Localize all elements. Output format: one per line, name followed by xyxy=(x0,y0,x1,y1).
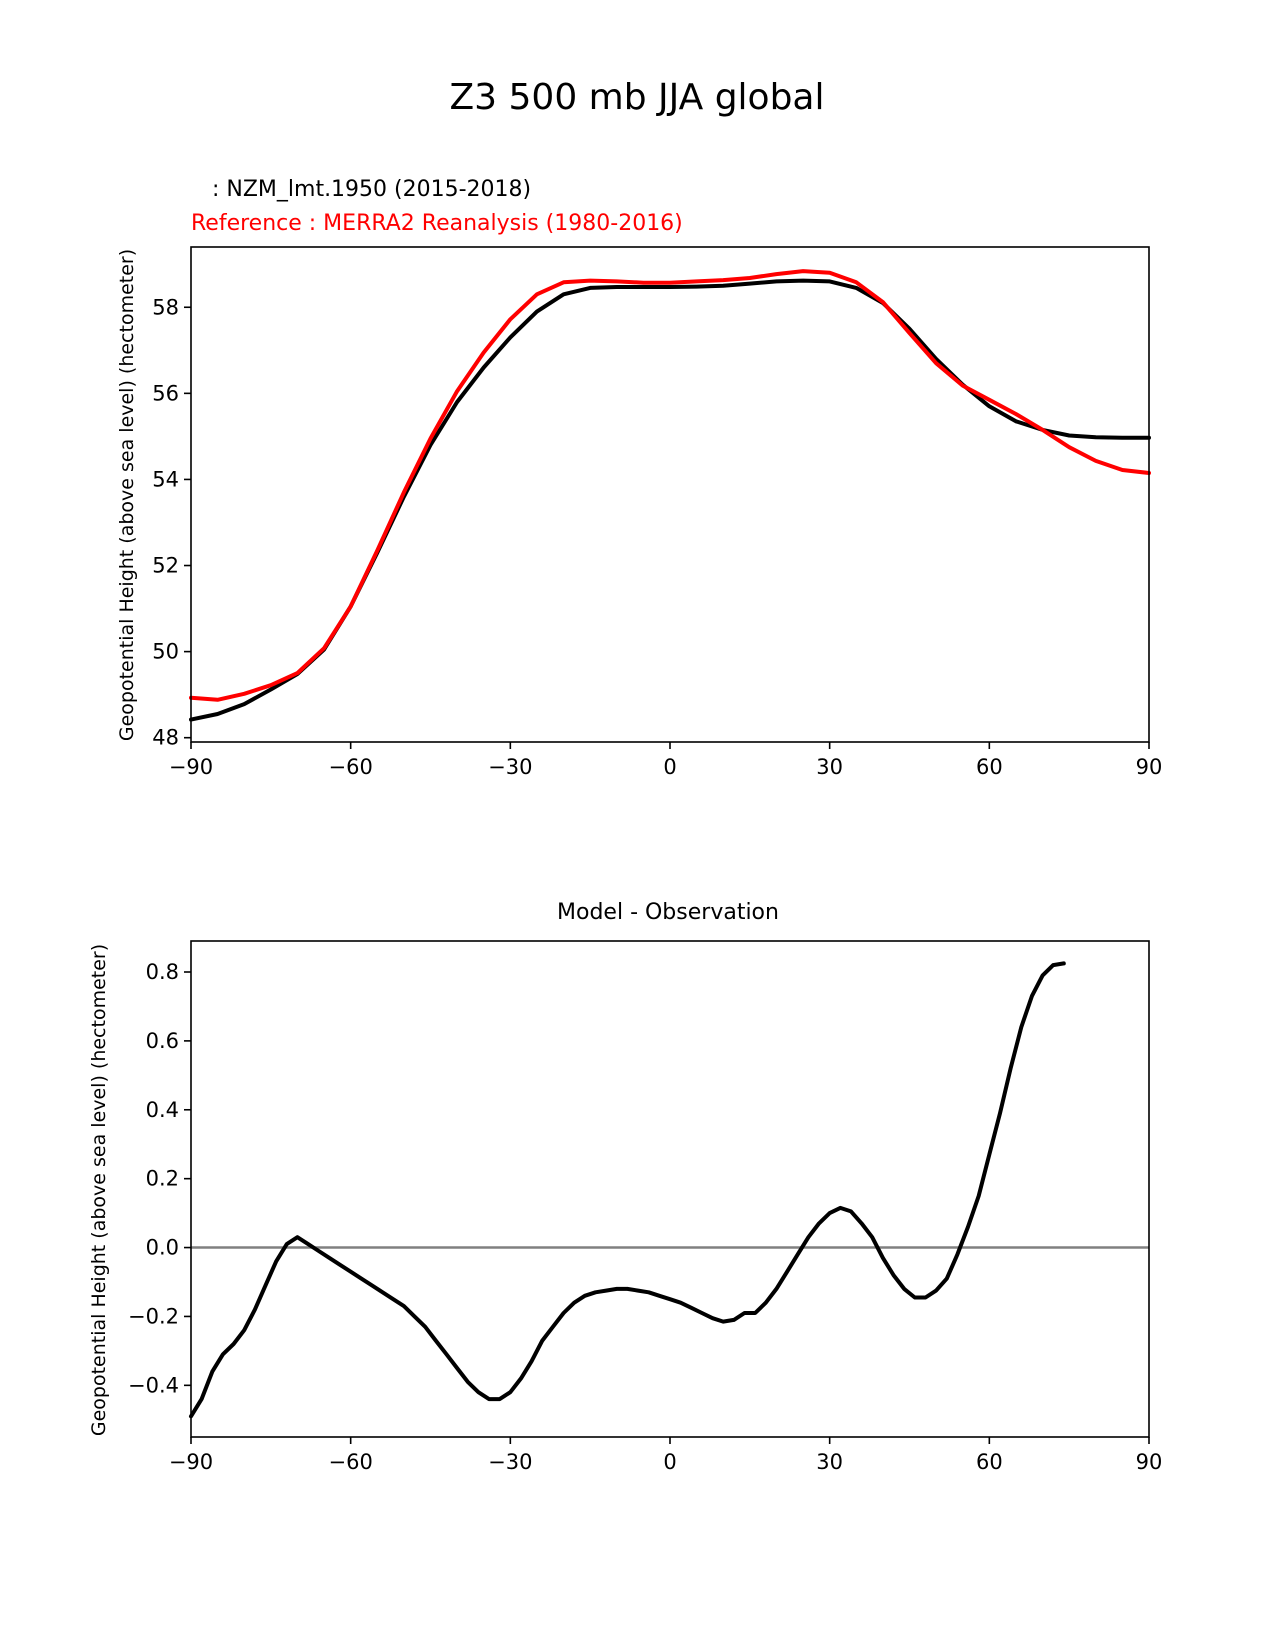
x-tick-label: 30 xyxy=(816,1450,843,1474)
bottom-chart: Model - Observation Geopotential Height … xyxy=(88,900,1162,1474)
series-line-0 xyxy=(189,278,1151,722)
x-tick-label: −30 xyxy=(488,755,532,779)
y-tick-label: 0.4 xyxy=(146,1098,179,1122)
y-tick-label: 50 xyxy=(152,640,179,664)
x-tick-label: −30 xyxy=(488,1450,532,1474)
x-tick-label: 30 xyxy=(816,755,843,779)
top-subtitle-reference: Reference : MERRA2 Reanalysis (1980-2016… xyxy=(191,211,683,236)
y-tick-label: 54 xyxy=(152,467,179,491)
bottom-plot-area: −90 −60 −30 0 30 60 90 −0.4 −0.2 0.0 0.2 0.4 0.6 0.8 xyxy=(128,940,1163,1474)
y-tick-label: −0.2 xyxy=(128,1304,179,1328)
y-tick-label: 0.8 xyxy=(146,960,179,984)
series-line-0 xyxy=(189,961,1066,1419)
x-tick-label: 60 xyxy=(976,755,1003,779)
figure-title: Z3 500 mb JJA global xyxy=(450,77,825,118)
top-subtitle-test: : NZM_lmt.1950 (2015-2018) xyxy=(191,177,531,202)
top-plot-area: −90 −60 −30 0 30 60 90 48 50 52 54 56 58 xyxy=(152,246,1163,779)
x-tick-label: 90 xyxy=(1136,1450,1163,1474)
x-tick-label: −90 xyxy=(169,755,213,779)
y-tick-label: 48 xyxy=(152,726,179,750)
plot-frame xyxy=(190,940,1150,1438)
y-tick-label: 0.6 xyxy=(146,1029,179,1053)
plot-frame xyxy=(190,246,1150,743)
y-tick-label: 58 xyxy=(152,295,179,319)
x-tick-label: 0 xyxy=(663,1450,676,1474)
y-tick-label: −0.4 xyxy=(128,1373,179,1397)
x-tick-label: 0 xyxy=(663,755,676,779)
y-tick-label: 56 xyxy=(152,381,179,405)
x-tick-label: −90 xyxy=(169,1450,213,1474)
y-tick-label: 0.2 xyxy=(146,1167,179,1191)
x-tick-label: −60 xyxy=(329,1450,373,1474)
bottom-chart-title: Model - Observation xyxy=(557,900,779,925)
y-tick-label: 0.0 xyxy=(146,1236,179,1260)
x-tick-label: 90 xyxy=(1136,755,1163,779)
y-tick-label: 52 xyxy=(152,554,179,578)
bottom-y-axis-label: Geopotential Height (above sea level) (h… xyxy=(88,944,110,1436)
x-tick-label: −60 xyxy=(329,755,373,779)
series-line-1 xyxy=(189,269,1151,702)
top-y-axis-label: Geopotential Height (above sea level) (h… xyxy=(116,249,138,741)
x-tick-label: 60 xyxy=(976,1450,1003,1474)
top-chart: : NZM_lmt.1950 (2015-2018) Reference : M… xyxy=(116,177,1162,779)
